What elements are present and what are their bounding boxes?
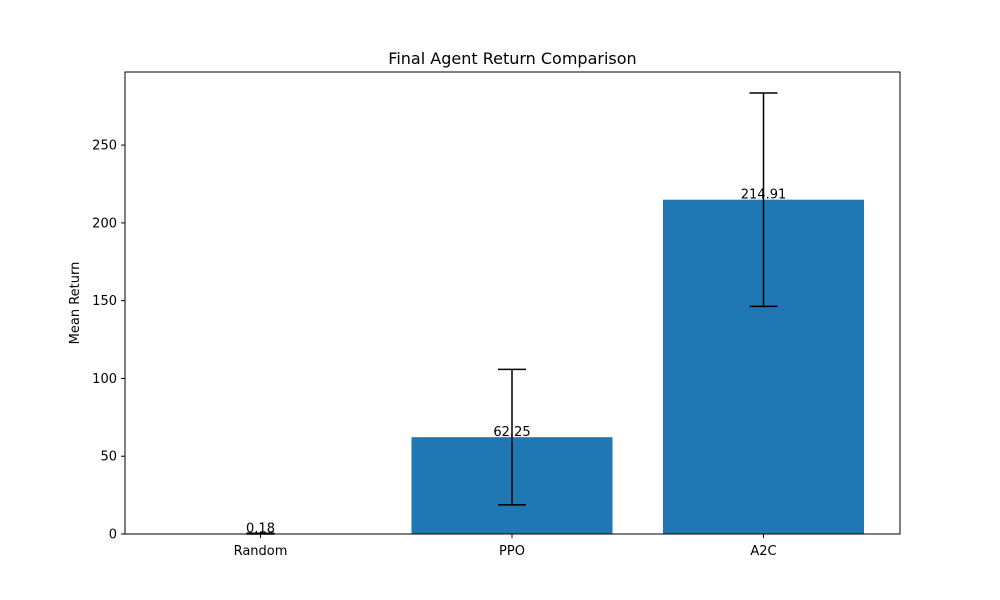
- data-label: 214.91: [741, 188, 787, 203]
- x-tick-label: PPO: [499, 544, 525, 559]
- x-tick-label: A2C: [750, 544, 776, 559]
- data-label: 0.18: [246, 522, 275, 537]
- plot-area: 0 50 100 150 200 250 0.18 Random 62.25 PPO 214.91 A…: [92, 92, 864, 559]
- y-tick-label: 0: [109, 528, 117, 543]
- y-tick-label: 200: [92, 216, 117, 231]
- data-label: 62.25: [493, 425, 530, 440]
- y-axis-label: Mean Return: [68, 262, 83, 345]
- y-tick-label: 100: [92, 372, 117, 387]
- y-tick-label: 50: [100, 450, 117, 465]
- x-tick-label: Random: [234, 544, 288, 559]
- y-tick-label: 150: [92, 294, 117, 309]
- y-tick-label: 250: [92, 139, 117, 154]
- chart-title: Final Agent Return Comparison: [388, 49, 636, 68]
- axes-frame: [124, 71, 901, 535]
